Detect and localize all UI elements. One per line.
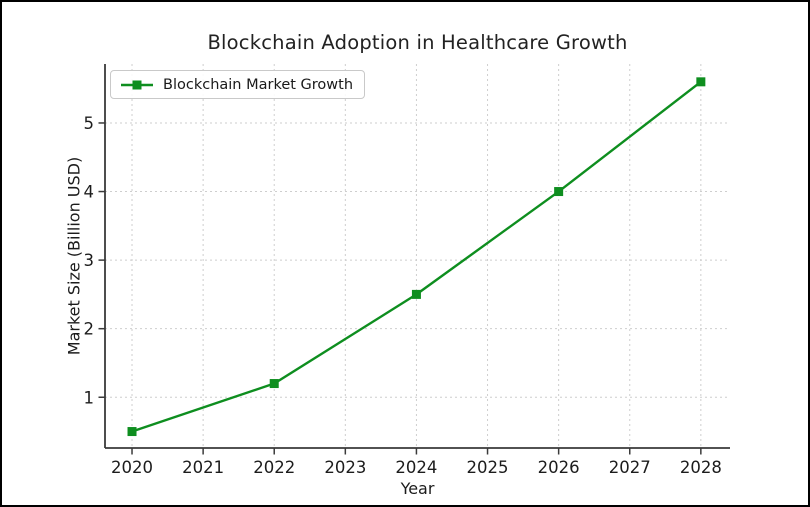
legend-line-sample xyxy=(121,80,153,89)
x-tick-label: 2022 xyxy=(253,458,295,477)
data-point-marker xyxy=(269,379,279,389)
x-tick-label: 2026 xyxy=(538,458,580,477)
data-point-marker xyxy=(411,289,421,299)
y-tick-label: 4 xyxy=(84,183,95,202)
x-tick-label: 2023 xyxy=(324,458,366,477)
x-tick-label: 2028 xyxy=(680,458,722,477)
y-tick-label: 2 xyxy=(84,320,95,339)
data-point-marker xyxy=(554,187,564,197)
y-tick-label: 3 xyxy=(84,251,95,270)
x-tick-label: 2020 xyxy=(111,458,153,477)
x-axis-title: Year xyxy=(400,479,435,498)
y-tick-label: 1 xyxy=(84,388,95,407)
legend-series-label: Blockchain Market Growth xyxy=(163,76,354,93)
legend-box: Blockchain Market Growth xyxy=(110,70,366,99)
x-tick-label: 2024 xyxy=(395,458,437,477)
data-point-marker xyxy=(696,77,706,87)
data-point-marker xyxy=(127,427,137,437)
chart-title: Blockchain Adoption in Healthcare Growth xyxy=(207,31,628,54)
x-tick-label: 2025 xyxy=(467,458,509,477)
y-axis-title: Market Size (Billion USD) xyxy=(64,156,84,356)
y-tick-label: 5 xyxy=(84,114,95,133)
x-tick-label: 2021 xyxy=(182,458,224,477)
x-tick-label: 2027 xyxy=(609,458,651,477)
